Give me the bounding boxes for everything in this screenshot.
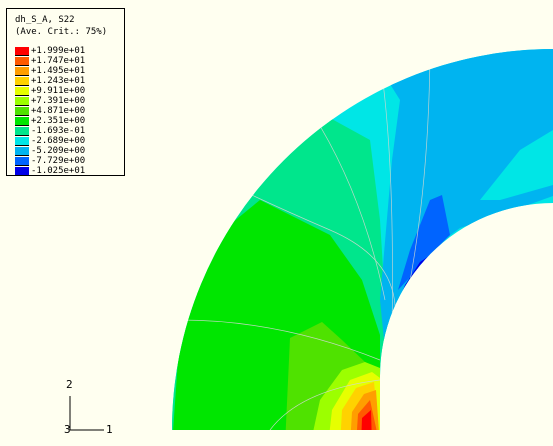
contour-band--7.729e+00 [398, 195, 450, 290]
legend-color-swatch [15, 57, 29, 66]
legend-title: dh_S_A, S22 [15, 15, 75, 25]
legend-value: +1.243e+01 [31, 76, 86, 86]
legend-entry: +1.747e+01 [15, 56, 123, 66]
legend-value: +1.495e+01 [31, 66, 86, 76]
legend-entry: +9.911e+00 [15, 86, 123, 96]
legend-subtitle: (Ave. Crit.: 75%) [15, 27, 108, 37]
legend-color-swatch [15, 47, 29, 56]
legend-color-swatch [15, 117, 29, 126]
legend-value: -2.689e+00 [31, 136, 86, 146]
legend-value: +1.999e+01 [31, 46, 86, 56]
legend-value: -7.729e+00 [31, 156, 86, 166]
contour-band--5.209e+00 [375, 49, 553, 350]
legend-value: +4.871e+00 [31, 106, 86, 116]
legend-entry: -1.693e-01 [15, 126, 123, 136]
legend-entry: +1.495e+01 [15, 66, 123, 76]
legend-entry: +1.243e+01 [15, 76, 123, 86]
legend-color-swatch [15, 107, 29, 116]
legend-value: +2.351e+00 [31, 116, 86, 126]
legend-value: +9.911e+00 [31, 86, 86, 96]
legend-color-swatch [15, 127, 29, 136]
legend-color-swatch [15, 97, 29, 106]
legend-color-swatch [15, 67, 29, 76]
legend-value: -1.025e+01 [31, 166, 86, 176]
legend-entry: +7.391e+00 [15, 96, 123, 106]
legend-entry: -7.729e+00 [15, 156, 123, 166]
legend-panel: dh_S_A, S22 (Ave. Crit.: 75%) +1.999e+01… [6, 8, 125, 176]
legend-entry: -5.209e+00 [15, 146, 123, 156]
legend-entry: +2.351e+00 [15, 116, 123, 126]
legend-entry: +4.871e+00 [15, 106, 123, 116]
legend-value: -1.693e-01 [31, 126, 86, 136]
legend-value: +7.391e+00 [31, 96, 86, 106]
legend-entry: +1.999e+01 [15, 46, 123, 56]
contour-band--2.689e+00-upper [480, 130, 553, 200]
legend-color-swatch [15, 87, 29, 96]
legend-color-swatch [15, 77, 29, 86]
legend-entry: -2.689e+00 [15, 136, 123, 146]
legend-entry: -1.025e+01 [15, 166, 123, 176]
legend-value: +1.747e+01 [31, 56, 86, 66]
legend-color-swatch [15, 167, 29, 176]
legend-color-swatch [15, 137, 29, 146]
legend-color-swatch [15, 147, 29, 156]
contour-band-1.999e+01 [361, 410, 372, 430]
legend-value: -5.209e+00 [31, 146, 86, 156]
legend-color-swatch [15, 157, 29, 166]
